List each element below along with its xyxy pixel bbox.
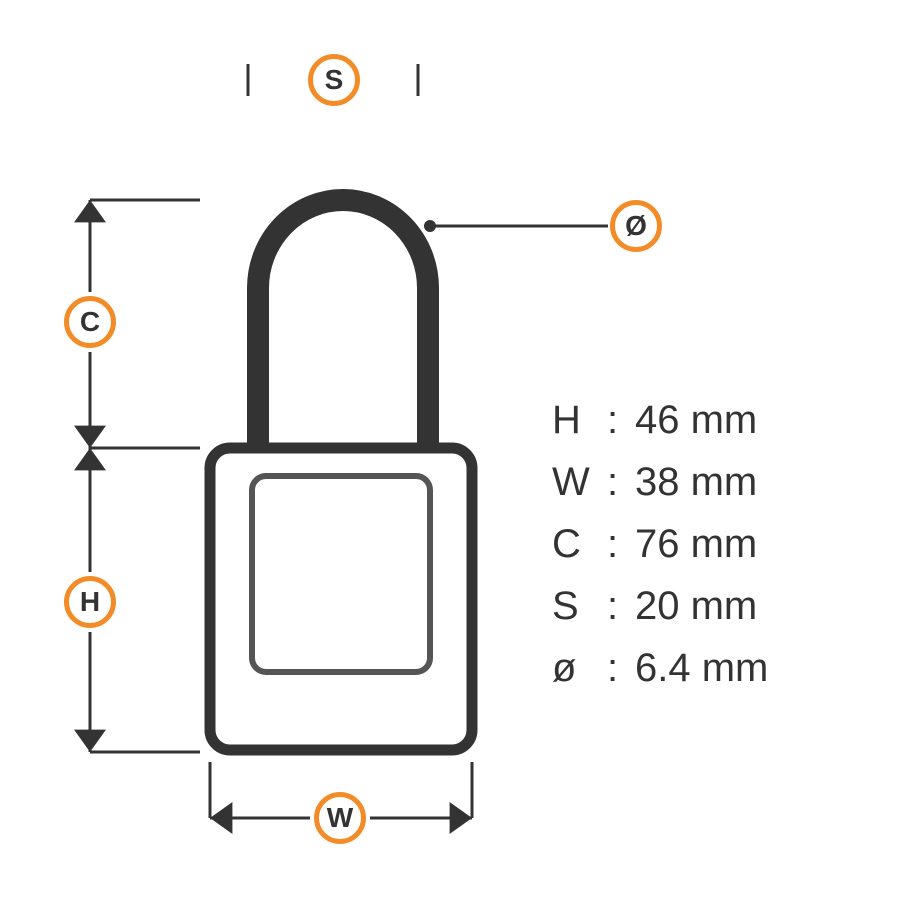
spec-value: 20 mm [635,586,757,626]
spec-key: C [552,524,607,564]
spec-colon: : [607,586,635,626]
dimension-badge-diameter: Ø [610,200,662,252]
spec-row: ø:6.4 mm [552,648,768,688]
spec-value: 38 mm [635,462,757,502]
spec-key: H [552,400,607,440]
spec-table: H:46 mmW:38 mmC:76 mmS:20 mmø:6.4 mm [552,400,768,710]
dimension-label-diameter: Ø [625,210,647,242]
spec-colon: : [607,462,635,502]
dimension-label-c: C [80,306,100,338]
spec-value: 6.4 mm [635,648,768,688]
dimension-label-h: H [80,586,100,618]
dimension-badge-c: C [64,296,116,348]
spec-row: H:46 mm [552,400,768,440]
dimension-badge-w: W [314,792,366,844]
spec-key: W [552,462,607,502]
diagram-canvas: S C H W Ø H:46 mmW:38 mmC:76 mmS:20 mmø:… [0,0,900,900]
spec-value: 76 mm [635,524,757,564]
spec-value: 46 mm [635,400,757,440]
spec-colon: : [607,524,635,564]
spec-colon: : [607,648,635,688]
dimension-badge-h: H [64,576,116,628]
dimension-label-w: W [327,802,353,834]
spec-row: S:20 mm [552,586,768,626]
spec-colon: : [607,400,635,440]
spec-key: ø [552,648,607,688]
spec-row: C:76 mm [552,524,768,564]
spec-key: S [552,586,607,626]
spec-row: W:38 mm [552,462,768,502]
dimension-label-s: S [325,64,344,96]
dimension-badge-s: S [308,54,360,106]
